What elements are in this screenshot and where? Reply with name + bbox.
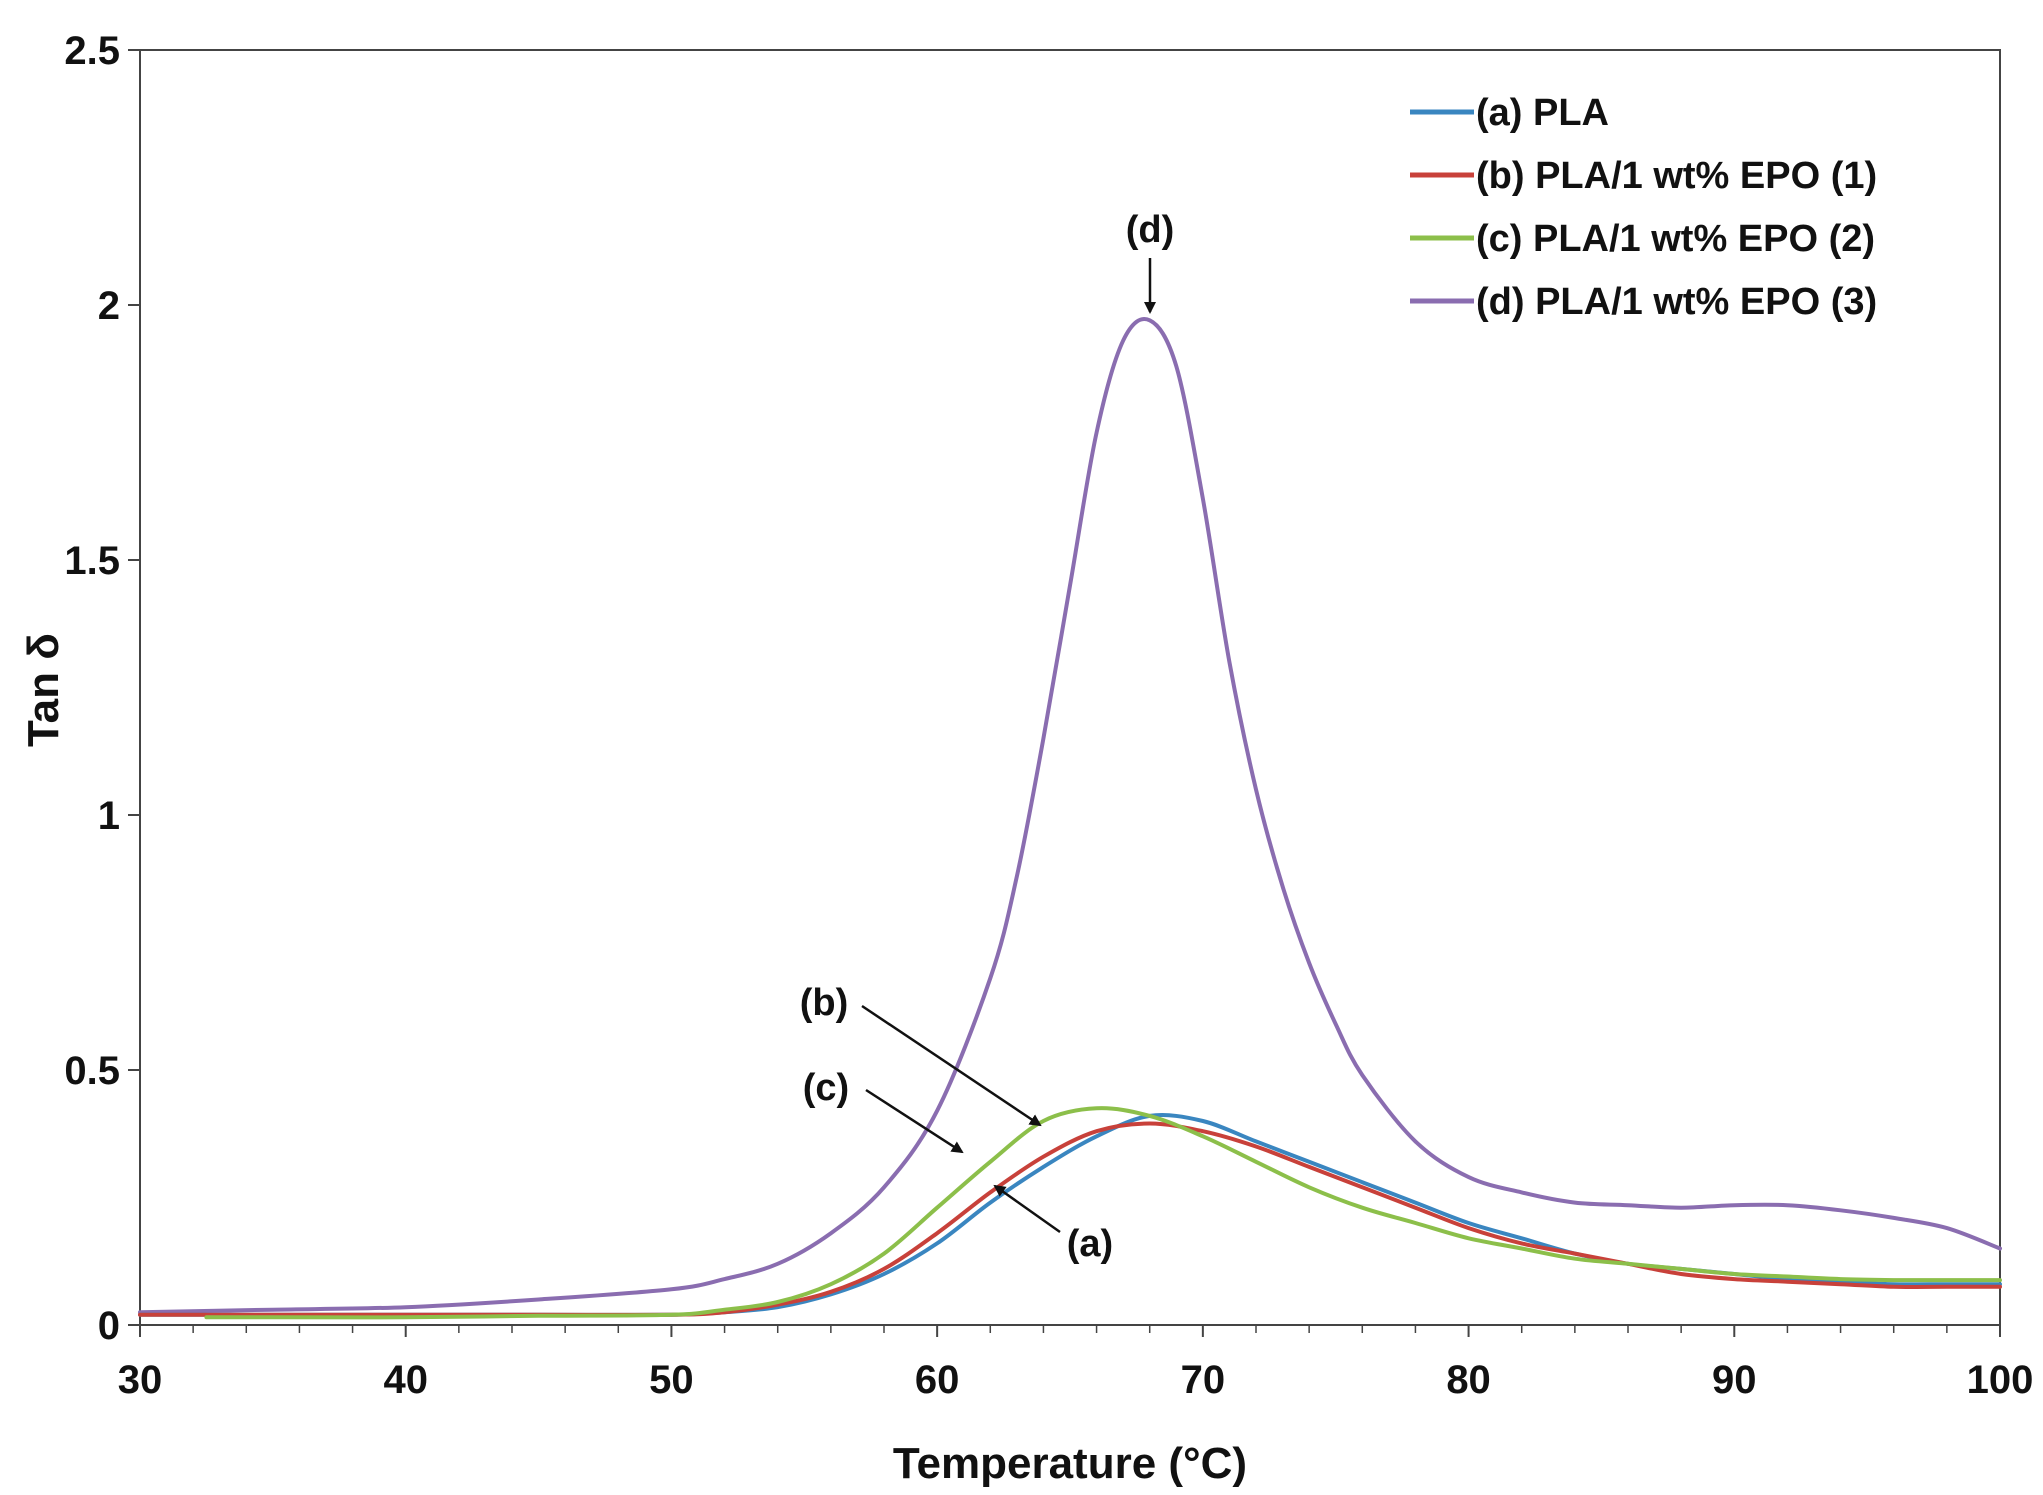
legend: (a) PLA (b) PLA/1 wt% EPO (1) (c) PLA/1 wt…	[1410, 92, 1877, 323]
series-line-d	[138, 317, 2002, 1315]
y-axis-title: Tan δ	[19, 633, 68, 747]
x-tick-label: 60	[915, 1358, 960, 1402]
y-axis: 0 0.5 1 1.5 2 2.5	[64, 29, 140, 1348]
annotation-arrow	[861, 1004, 1042, 1127]
plot-area-frame	[139, 49, 2001, 1326]
y-tick-label: 1.5	[64, 539, 120, 583]
x-tick-label: 30	[118, 1358, 163, 1402]
annotation-arrow	[865, 1088, 964, 1154]
x-tick-label: 90	[1712, 1358, 1757, 1402]
series-lines	[138, 317, 2002, 1320]
legend-entry: (d) PLA/1 wt% EPO (3)	[1476, 281, 1877, 323]
y-tick-label: 2.5	[64, 29, 120, 73]
x-tick-label: 80	[1446, 1358, 1491, 1402]
annotation-label: (d)	[1126, 209, 1175, 251]
x-tick-label: 70	[1181, 1358, 1226, 1402]
legend-entry: (b) PLA/1 wt% EPO (1)	[1476, 155, 1877, 197]
legend-entry: (a) PLA	[1476, 92, 1609, 134]
x-axis-title: Temperature (°C)	[893, 1439, 1247, 1488]
y-tick-label: 1	[98, 794, 120, 838]
x-axis: 30 40 50 60 70 80 90 100	[118, 1325, 2034, 1402]
y-tick-label: 2	[98, 284, 120, 328]
annotation-arrow	[993, 1184, 1061, 1234]
y-tick-label: 0.5	[64, 1049, 120, 1093]
x-tick-label: 40	[383, 1358, 428, 1402]
annotation-label: (c)	[803, 1067, 849, 1109]
annotation-label: (b)	[800, 982, 849, 1024]
y-tick-label: 0	[98, 1304, 120, 1348]
series-line-a	[138, 1113, 2002, 1317]
legend-entry: (c) PLA/1 wt% EPO (2)	[1476, 218, 1875, 260]
x-tick-label: 100	[1967, 1358, 2034, 1402]
series-line-c	[204, 1106, 2002, 1320]
x-tick-label: 50	[649, 1358, 694, 1402]
annotations: (d) (b) (c) (a)	[800, 209, 1175, 1265]
annotation-label: (a)	[1067, 1223, 1113, 1265]
